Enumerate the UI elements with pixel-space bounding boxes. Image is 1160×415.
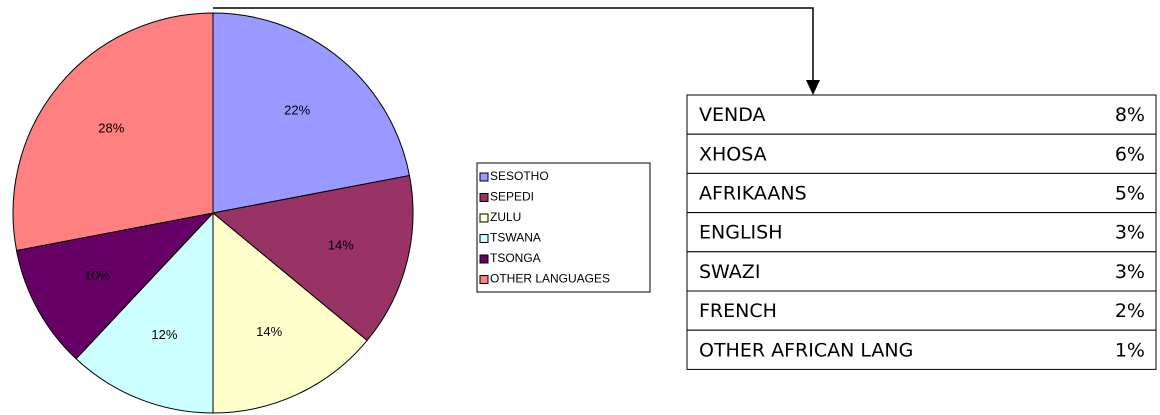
slice-label: 28% [98,120,124,135]
pie-slice [212,211,368,414]
percent-cell: 3% [1115,222,1145,244]
legend-swatch [479,234,489,243]
legend-box [476,162,651,293]
pie-slice [15,212,215,360]
percent-cell: 2% [1115,300,1145,322]
legend-label: TSONGA [490,251,541,265]
connector-arrow [213,7,814,82]
arrow-head [806,80,820,95]
legend-swatch [479,172,489,182]
legend-label: OTHER LANGUAGES [490,272,610,286]
table-row [686,329,1157,370]
pie-slice [211,174,414,342]
language-cell: FRENCH [699,300,777,322]
percent-cell: 6% [1115,143,1145,165]
legend-label: SESOTHO [490,169,549,183]
legend-label: SEPEDI [490,190,534,204]
language-cell: OTHER AFRICAN LANG [699,339,913,361]
percent-cell: 1% [1115,339,1145,361]
legend-label: TSWANA [490,231,541,245]
percent-cell: 8% [1115,104,1145,126]
slice-label: 12% [151,327,177,342]
table-row [686,172,1157,214]
table-row [686,94,1157,135]
pie-slice [212,12,411,214]
slice-label: 14% [256,324,282,339]
percent-cell: 3% [1115,261,1145,283]
legend-swatch [479,213,489,223]
table-row [686,290,1157,331]
legend-swatch [479,254,489,264]
slice-label: 10% [84,268,110,283]
language-cell: SWAZI [699,261,760,283]
legend-swatch [479,275,489,284]
percent-cell: 5% [1115,183,1145,205]
language-cell: ENGLISH [699,222,782,244]
legend-label: ZULU [490,210,521,224]
table-row [686,133,1157,174]
language-cell: XHOSA [699,143,767,165]
slice-label: 22% [284,103,310,118]
slice-label: 14% [328,237,354,252]
pie-slice [75,211,214,414]
language-cell: AFRIKAANS [699,183,807,205]
pie-slice [12,12,214,252]
language-cell: VENDA [699,104,766,126]
legend-swatch [479,193,489,202]
